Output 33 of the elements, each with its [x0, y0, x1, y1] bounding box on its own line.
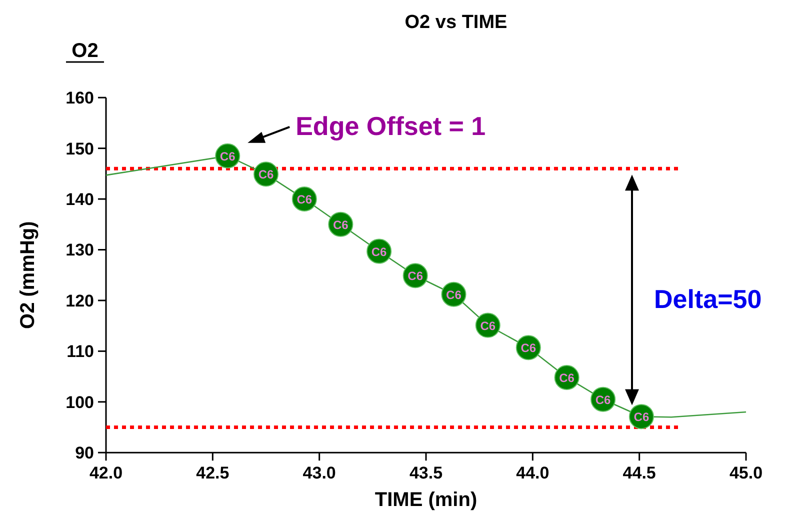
y-tick-label: 140: [66, 190, 94, 210]
x-tick-label: 42.0: [89, 464, 123, 483]
data-label: C6: [332, 218, 349, 232]
data-label: C6: [634, 410, 650, 424]
y-tick-label: 100: [66, 392, 94, 412]
data-label: C6: [595, 392, 612, 407]
x-tick-label: 44.5: [622, 464, 656, 483]
y-tick-label: 160: [66, 88, 94, 108]
data-label: C6: [559, 371, 575, 386]
annotation: Edge Offset = 1: [296, 110, 486, 141]
annotation: Delta=50: [654, 284, 762, 314]
data-label: C6: [296, 192, 312, 207]
y-tick-label: 130: [66, 240, 94, 260]
data-label: C6: [480, 318, 496, 333]
data-label: C6: [520, 341, 536, 356]
y-tick-label: 150: [66, 139, 94, 158]
y-tick-label: 120: [66, 291, 94, 310]
x-axis-title: TIME (min): [374, 489, 478, 511]
x-tick-label: 43.0: [302, 464, 336, 483]
x-tick-label: 44.0: [516, 464, 550, 483]
x-tick-label: 42.5: [196, 464, 230, 483]
chart-title: O2 vs TIME: [404, 12, 508, 33]
data-label: C6: [371, 244, 388, 259]
text: O2: [72, 40, 98, 62]
y-axis-title: O2 (mmHg): [17, 221, 39, 329]
data-label: C6: [220, 149, 236, 164]
data-label: C6: [408, 269, 424, 284]
data-label: C6: [446, 288, 462, 302]
x-tick-label: 43.5: [409, 464, 443, 483]
y-tick-label: 110: [66, 342, 94, 362]
data-label: C6: [258, 168, 274, 182]
y-tick-label: 90: [75, 444, 94, 463]
x-tick-label: 45.0: [729, 464, 763, 483]
